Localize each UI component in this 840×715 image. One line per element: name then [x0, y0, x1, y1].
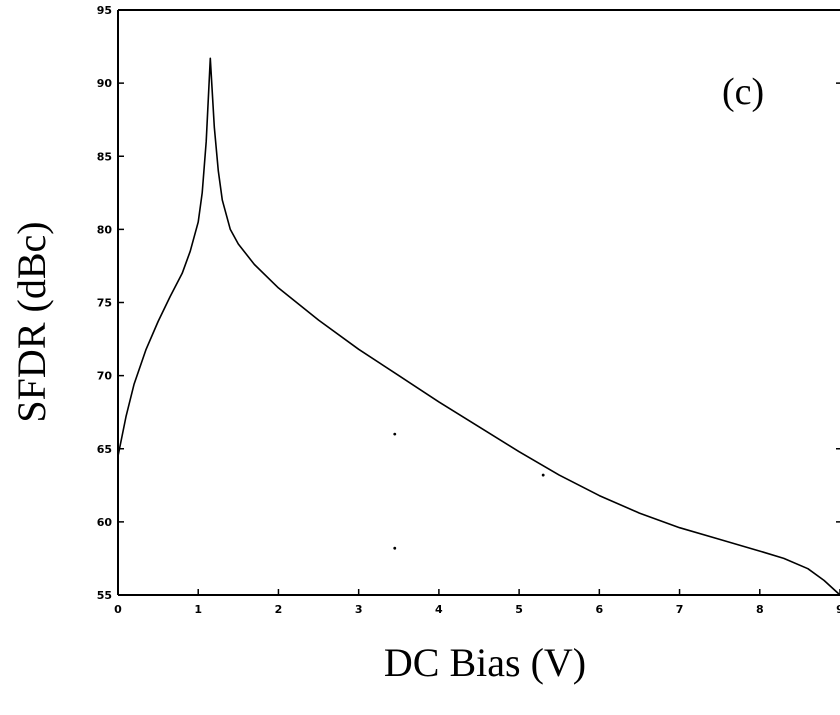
x-axis-title: DC Bias (V): [384, 640, 586, 685]
x-tick-label: 1: [194, 603, 202, 616]
stray-point: [393, 432, 397, 436]
x-tick-label: 2: [275, 603, 283, 616]
stray-points: [393, 432, 545, 550]
y-tick-label: 65: [97, 443, 112, 456]
x-tick-label: 4: [435, 603, 443, 616]
x-tick-label: 5: [515, 603, 523, 616]
x-tick-label: 8: [756, 603, 764, 616]
y-tick-label: 75: [97, 297, 112, 310]
y-tick-labels: 55 60 65 70 75 80 85 90 95: [97, 4, 113, 602]
y-tick-label: 70: [97, 370, 113, 383]
y-tick-label: 80: [97, 223, 113, 236]
x-tick-label: 3: [355, 603, 363, 616]
y-tick-label: 60: [97, 516, 113, 529]
y-tick-label: 85: [97, 150, 112, 163]
sfdr-series-line: [117, 57, 840, 596]
panel-label: (c): [722, 71, 764, 113]
y-axis-title: SFDR (dBc): [9, 221, 54, 422]
x-tick-label: 0: [114, 603, 122, 616]
stray-point: [541, 473, 545, 477]
axis-ticks: [117, 9, 840, 596]
x-tick-label: 7: [676, 603, 684, 616]
x-tick-label: 9: [836, 603, 840, 616]
x-tick-labels: 0 1 2 3 4 5 6 7 8 9: [114, 603, 840, 616]
y-tick-label: 90: [97, 77, 113, 90]
y-tick-label: 55: [97, 589, 112, 602]
stray-point: [393, 546, 397, 550]
y-tick-label: 95: [97, 4, 112, 17]
x-tick-label: 6: [596, 603, 604, 616]
